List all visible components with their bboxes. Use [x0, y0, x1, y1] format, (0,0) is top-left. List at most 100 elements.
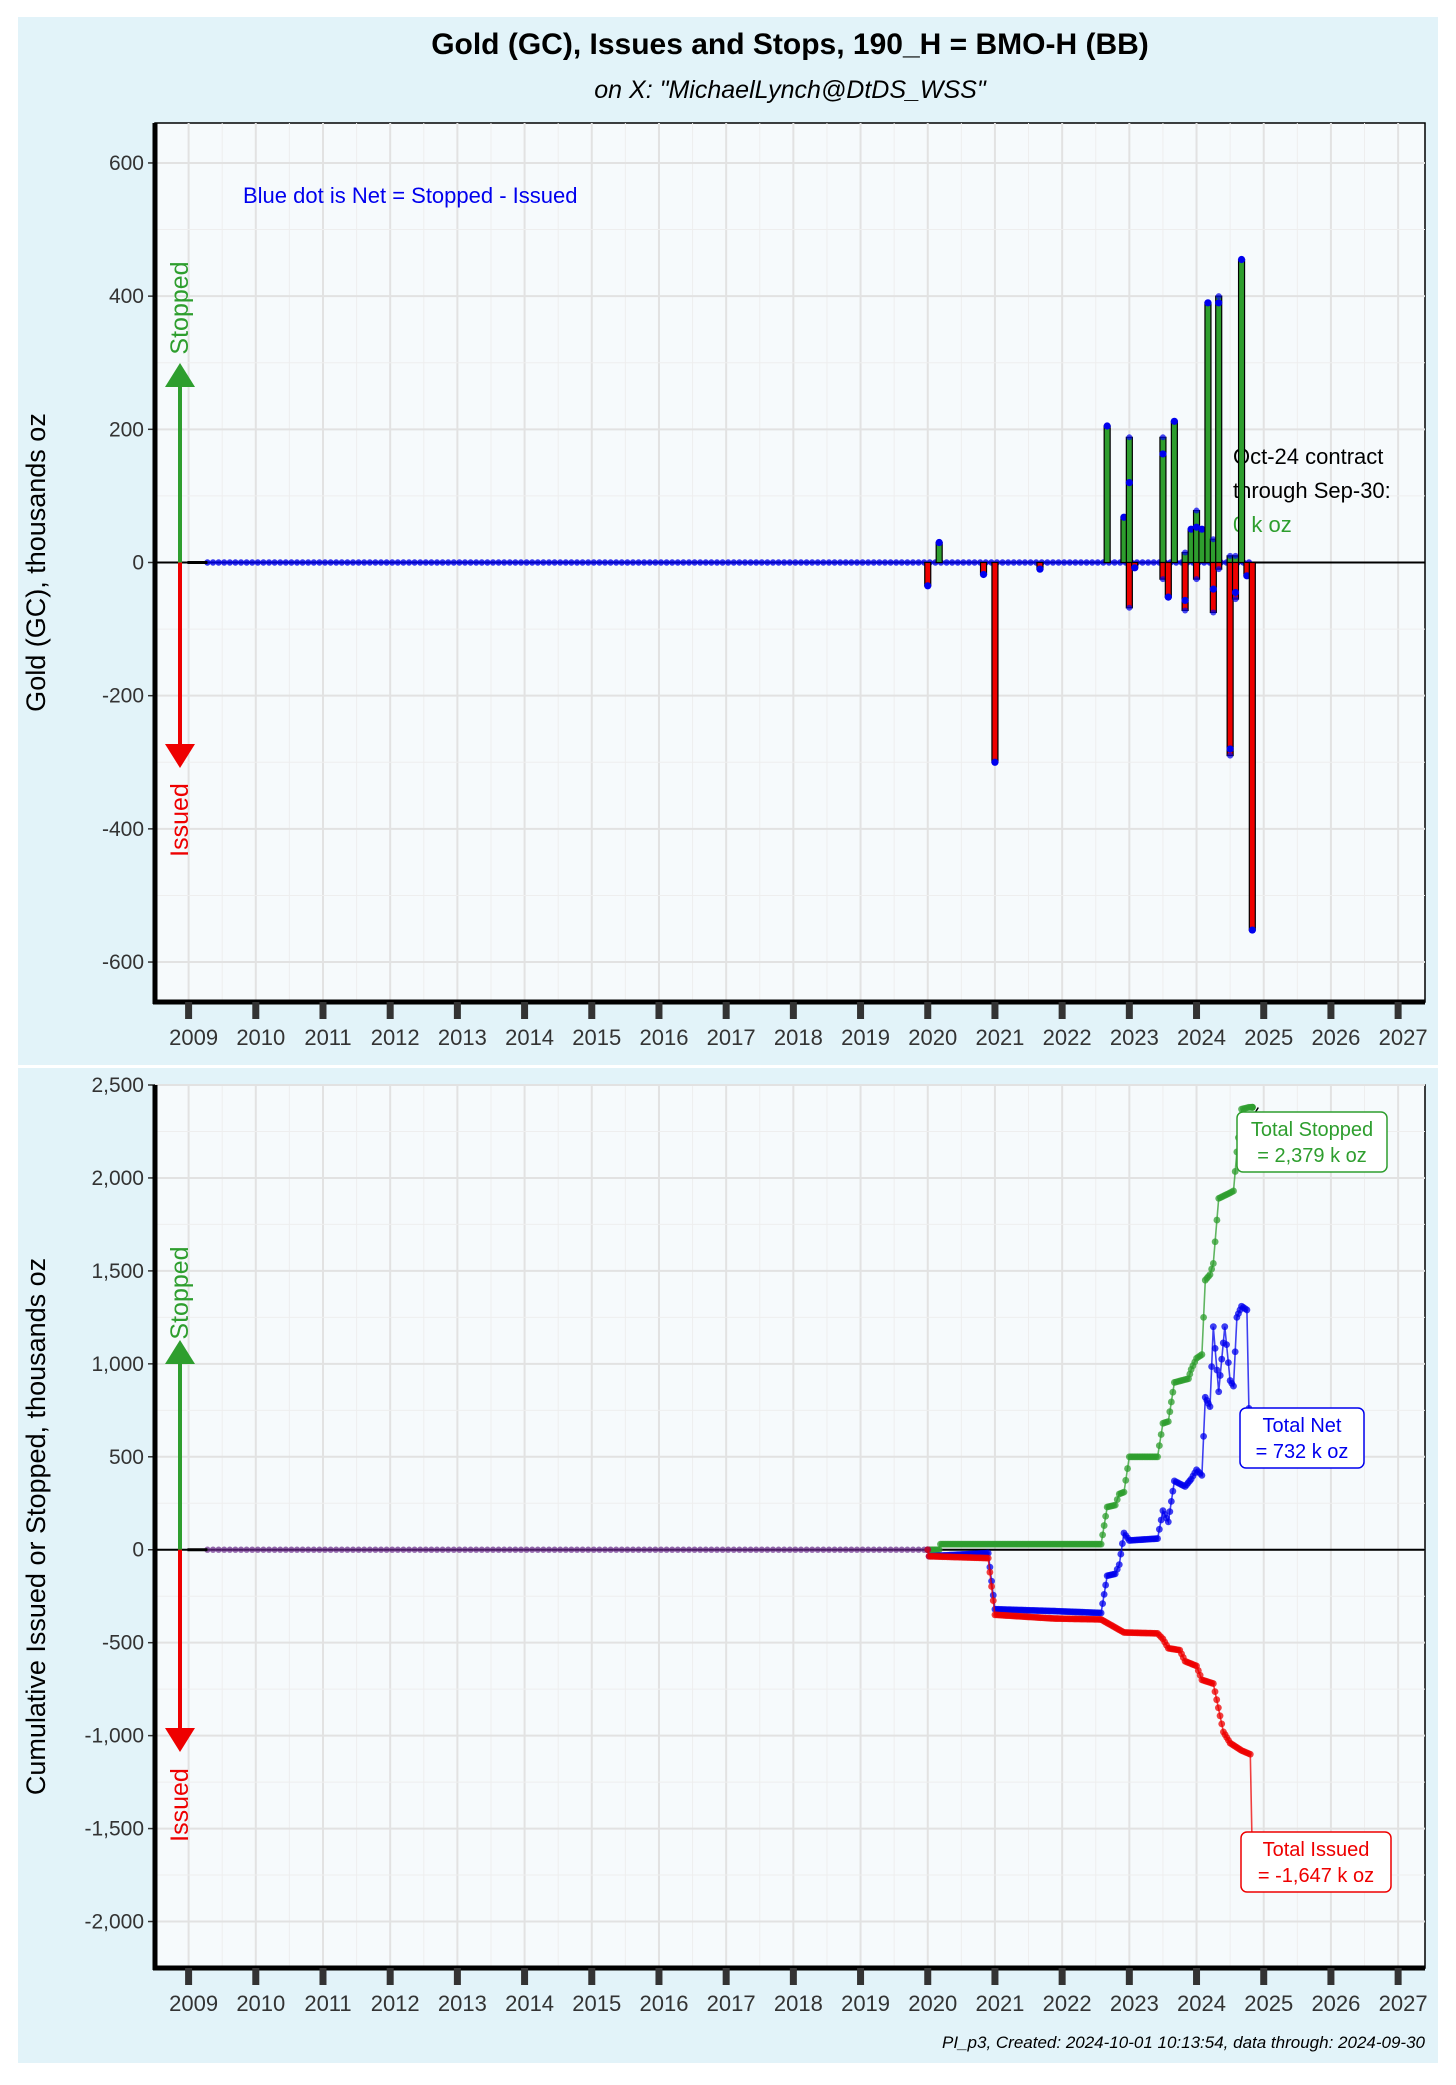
series-dot: [984, 1554, 992, 1562]
net-dot: [1182, 607, 1189, 614]
cumulative-dot: [254, 1546, 262, 1553]
net-dot: [254, 559, 262, 566]
cumulative-dot: [618, 1546, 625, 1553]
series-dot: [1122, 1476, 1130, 1484]
series-dot: [1097, 1540, 1105, 1548]
x-tick-label: 2015: [572, 1025, 621, 1050]
net-dot: [954, 559, 961, 566]
cumulative-dot: [467, 1546, 474, 1553]
cumulative-dot: [803, 1546, 810, 1553]
cumulative-dot: [277, 1546, 284, 1553]
net-dot: [428, 559, 435, 566]
net-dot: [422, 559, 429, 566]
net-dot: [456, 559, 463, 566]
net-dot: [1165, 594, 1172, 601]
net-dot: [747, 559, 754, 566]
cumulative-dot: [573, 1546, 581, 1553]
cumulative-dot: [601, 1546, 609, 1553]
cumulative-dot: [836, 1546, 844, 1553]
cumulative-dot: [708, 1546, 715, 1553]
cumulative-dot: [472, 1546, 480, 1553]
x-tick-label: 2021: [975, 1025, 1024, 1050]
cumulative-dot: [361, 1546, 368, 1553]
series-dot: [1124, 1465, 1131, 1472]
x-tick-label: 2018: [774, 1025, 823, 1050]
cumulative-dot: [657, 1546, 665, 1553]
series-dot: [1230, 1382, 1237, 1390]
net-dot: [568, 559, 575, 566]
stopped-bar: [1215, 295, 1223, 564]
cumulative-dot: [450, 1546, 457, 1553]
x-tick-label: 2023: [1110, 1991, 1159, 2016]
net-dot: [1181, 596, 1189, 605]
series-dot: [1223, 1341, 1230, 1349]
series-dot: [1100, 1590, 1108, 1598]
net-dot: [249, 559, 256, 566]
net-dot: [612, 559, 620, 566]
net-dot: [1159, 576, 1166, 583]
series-dot: [1213, 1216, 1221, 1224]
total-label-box: [1240, 1831, 1392, 1893]
net-dot: [1088, 559, 1096, 566]
series-dot: [1209, 1260, 1217, 1267]
cumulative-dot: [495, 1546, 502, 1553]
x-tick: [386, 1002, 394, 1019]
x-tick: [722, 1002, 730, 1019]
net-dot: [288, 559, 295, 566]
series-dot: [1154, 1535, 1161, 1542]
cumulative-dot: [808, 1546, 816, 1553]
net-dot: [551, 559, 558, 566]
series-dot: [1100, 1522, 1108, 1529]
net-dot: [500, 559, 508, 566]
cumulative-dot: [629, 1546, 637, 1553]
net-dot: [685, 559, 693, 566]
cumulative-dot: [825, 1546, 833, 1553]
x-tick: [1394, 1968, 1402, 1985]
cumulative-dot: [411, 1546, 418, 1553]
net-dot: [540, 559, 547, 566]
cumulative-dot: [489, 1546, 497, 1553]
x-tick: [588, 1002, 596, 1019]
series-dot: [1120, 1488, 1128, 1496]
net-dot: [1060, 559, 1068, 566]
x-tick: [1327, 1968, 1335, 1985]
series-dot: [1166, 1408, 1174, 1416]
net-dot: [764, 559, 771, 566]
x-tick: [1058, 1968, 1066, 1985]
x-tick-label: 2019: [841, 1025, 890, 1050]
series-stopped: [924, 1103, 1256, 1554]
net-dot: [293, 559, 301, 566]
net-dot: [472, 559, 480, 566]
net-dot: [702, 559, 709, 566]
net-dot: [708, 559, 715, 566]
net-dot: [433, 559, 441, 566]
x-tick-label: 2010: [236, 1991, 285, 2016]
x-tick: [319, 1968, 327, 1985]
series-dot: [1243, 1306, 1251, 1314]
cumulative-dot: [444, 1546, 452, 1553]
series-dot: [1169, 1487, 1177, 1495]
cumulative-dot: [506, 1546, 513, 1553]
net-dot: [232, 559, 239, 566]
net-dot: [411, 559, 418, 566]
cumulative-dot: [646, 1546, 653, 1553]
net-annotation: Blue dot is Net = Stopped - Issued: [243, 183, 577, 208]
cumulative-dot: [293, 1546, 301, 1553]
cumulative-dot: [484, 1546, 491, 1553]
series-dot: [1213, 1696, 1221, 1704]
net-dot: [528, 559, 536, 566]
cumulative-dot: [724, 1546, 732, 1553]
cumulative-dot: [859, 1546, 866, 1553]
series-dot: [1198, 1471, 1206, 1479]
net-dot: [909, 559, 917, 566]
x-tick-label: 2022: [1043, 1025, 1092, 1050]
cumulative-dot: [887, 1546, 894, 1553]
cumulative-dot: [635, 1546, 642, 1553]
net-dot: [1010, 559, 1017, 566]
y-axis-label: Cumulative Issued or Stopped, thousands …: [21, 1258, 51, 1795]
net-dot: [517, 559, 525, 566]
net-dot: [803, 559, 810, 566]
series-dot: [1157, 1516, 1165, 1524]
cumulative-dot: [400, 1546, 407, 1553]
net-dot: [719, 559, 726, 566]
